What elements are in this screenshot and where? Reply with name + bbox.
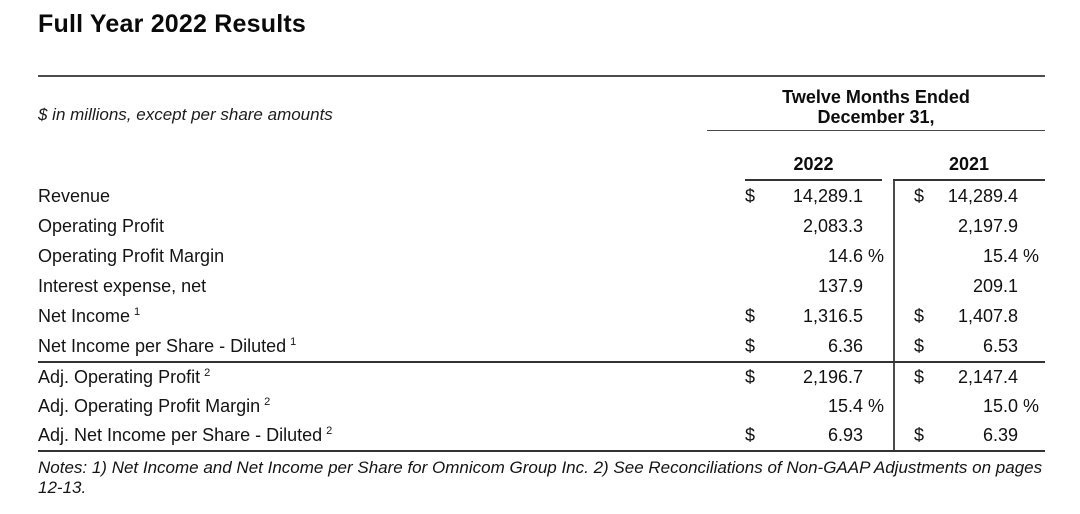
row-label: Revenue xyxy=(38,185,111,206)
period-header-line2: December 31, xyxy=(817,107,935,127)
col-2022-cell: 137.9 xyxy=(707,271,893,301)
footnote-marker: 2 xyxy=(204,367,211,379)
cell-value: 1,407.8 xyxy=(957,305,1018,326)
row-label: Adj. Operating Profit 2 xyxy=(38,367,211,387)
cell-value: 2,147.4 xyxy=(957,367,1018,387)
cell-value: 2,197.9 xyxy=(957,215,1018,236)
col-2021-cell: $2,147.4 xyxy=(893,363,1045,392)
page-title: Full Year 2022 Results xyxy=(38,10,306,38)
section-reported-results: Revenue $14,289.1 $14,289.4 Operating Profi… xyxy=(38,181,1045,361)
cell-value: 6.53 xyxy=(982,335,1018,356)
footnotes: Notes: 1) Net Income and Net Income per … xyxy=(38,454,1045,498)
currency-symbol: $ xyxy=(745,335,756,356)
currency-symbol: $ xyxy=(914,367,925,387)
cell-value: 6.39 xyxy=(982,425,1018,445)
percent-sign: % xyxy=(1023,396,1040,416)
table-row: Operating Profit 2,083.3 2,197.9 xyxy=(38,211,1045,241)
year-header-row: 2022 2021 xyxy=(38,131,1045,181)
currency-symbol: $ xyxy=(745,185,756,206)
footnote-marker: 1 xyxy=(134,305,141,318)
cell-value: 14,289.4 xyxy=(947,185,1018,206)
col-2022-cell: $6.36 xyxy=(707,331,893,361)
col-2021-cell: $6.53 xyxy=(893,331,1045,361)
results-table: $ in millions, except per share amounts … xyxy=(38,75,1045,452)
footnote-marker: 2 xyxy=(264,396,271,408)
col-2021-cell: 15.4% xyxy=(893,241,1045,271)
currency-symbol: $ xyxy=(914,185,925,206)
col-2021-cell: 2,197.9 xyxy=(893,211,1045,241)
currency-symbol: $ xyxy=(914,335,925,356)
row-label: Operating Profit Margin xyxy=(38,245,225,266)
cell-value: 137.9 xyxy=(817,275,863,296)
currency-symbol: $ xyxy=(914,305,925,326)
period-header-line1: Twelve Months Ended xyxy=(782,87,970,107)
units-note: $ in millions, except per share amounts xyxy=(38,105,333,124)
cell-value: 14,289.1 xyxy=(792,185,863,206)
row-label: Adj. Net Income per Share - Diluted 2 xyxy=(38,425,333,445)
col-2022-cell: 2,083.3 xyxy=(707,211,893,241)
table-row: Interest expense, net 137.9 209.1 xyxy=(38,271,1045,301)
col-2021-cell: $14,289.4 xyxy=(893,181,1045,211)
column-header-2022: 2022 xyxy=(745,154,882,181)
row-label: Net Income per Share - Diluted 1 xyxy=(38,335,297,356)
percent-sign: % xyxy=(1023,245,1040,266)
table-header-band: $ in millions, except per share amounts … xyxy=(38,75,1045,131)
col-2021-cell: $1,407.8 xyxy=(893,301,1045,331)
col-2021-cell: $6.39 xyxy=(893,421,1045,450)
table-row: Adj. Net Income per Share - Diluted 2 $6.9… xyxy=(38,421,1045,450)
cell-value: 15.4 xyxy=(982,245,1018,266)
col-2022-cell: $6.93 xyxy=(707,421,893,450)
currency-symbol: $ xyxy=(914,425,925,445)
cell-value: 2,196.7 xyxy=(802,367,863,387)
col-2022-cell: 14.6% xyxy=(707,241,893,271)
footnote-line-1: Notes: 1) Net Income and Net Income per … xyxy=(38,458,1043,477)
cell-value: 15.4 xyxy=(827,396,863,416)
cell-value: 1,316.5 xyxy=(802,305,863,326)
col-2021-cell: 209.1 xyxy=(893,271,1045,301)
table-row: Adj. Operating Profit Margin 2 15.4% 15.0% xyxy=(38,392,1045,421)
col-2022-cell: $2,196.7 xyxy=(707,363,893,392)
currency-symbol: $ xyxy=(745,367,756,387)
table-row: Net Income 1 $1,316.5 $1,407.8 xyxy=(38,301,1045,331)
section-adjusted-results: Adj. Operating Profit 2 $2,196.7 $2,147.4 Ad… xyxy=(38,361,1045,452)
row-label: Interest expense, net xyxy=(38,275,207,296)
cell-value: 6.36 xyxy=(827,335,863,356)
row-label: Adj. Operating Profit Margin 2 xyxy=(38,396,271,416)
currency-symbol: $ xyxy=(745,305,756,326)
table-row: Revenue $14,289.1 $14,289.4 xyxy=(38,181,1045,211)
cell-value: 6.93 xyxy=(827,425,863,445)
table-row: Operating Profit Margin 14.6% 15.4% xyxy=(38,241,1045,271)
table-row: Net Income per Share - Diluted 1 $6.36 $6.5… xyxy=(38,331,1045,361)
row-label: Operating Profit xyxy=(38,215,165,236)
cell-value: 209.1 xyxy=(972,275,1018,296)
cell-value: 14.6 xyxy=(827,245,863,266)
percent-sign: % xyxy=(868,396,885,416)
currency-symbol: $ xyxy=(745,425,756,445)
period-header: Twelve Months Ended December 31, xyxy=(707,77,1045,131)
col-2022-cell: $14,289.1 xyxy=(707,181,893,211)
footnote-marker: 2 xyxy=(326,425,333,437)
footnote-marker: 1 xyxy=(290,335,297,348)
col-2022-cell: 15.4% xyxy=(707,392,893,421)
table-row: Adj. Operating Profit 2 $2,196.7 $2,147.4 xyxy=(38,363,1045,392)
col-2021-cell: 15.0% xyxy=(893,392,1045,421)
cell-value: 15.0 xyxy=(982,396,1018,416)
percent-sign: % xyxy=(868,245,885,266)
row-label: Net Income 1 xyxy=(38,305,141,326)
col-2022-cell: $1,316.5 xyxy=(707,301,893,331)
column-header-2021: 2021 xyxy=(893,154,1045,181)
footnote-line-2: 12-13. xyxy=(38,478,87,497)
cell-value: 2,083.3 xyxy=(802,215,863,236)
